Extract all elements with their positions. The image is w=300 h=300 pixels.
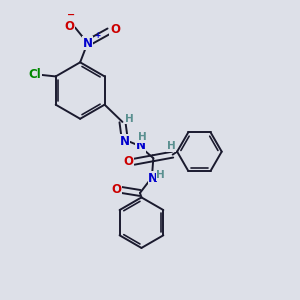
Text: H: H <box>167 141 176 151</box>
Text: O: O <box>65 20 75 33</box>
Text: +: + <box>94 31 101 40</box>
Text: Cl: Cl <box>29 68 42 82</box>
Text: H: H <box>124 114 134 124</box>
Text: −: − <box>67 10 75 20</box>
Text: N: N <box>82 37 93 50</box>
Text: H: H <box>156 170 165 180</box>
Text: O: O <box>124 155 134 168</box>
Text: O: O <box>111 184 121 196</box>
Text: O: O <box>110 23 120 36</box>
Text: N: N <box>136 139 146 152</box>
Text: N: N <box>148 172 158 185</box>
Text: H: H <box>138 132 146 142</box>
Text: N: N <box>120 135 130 148</box>
